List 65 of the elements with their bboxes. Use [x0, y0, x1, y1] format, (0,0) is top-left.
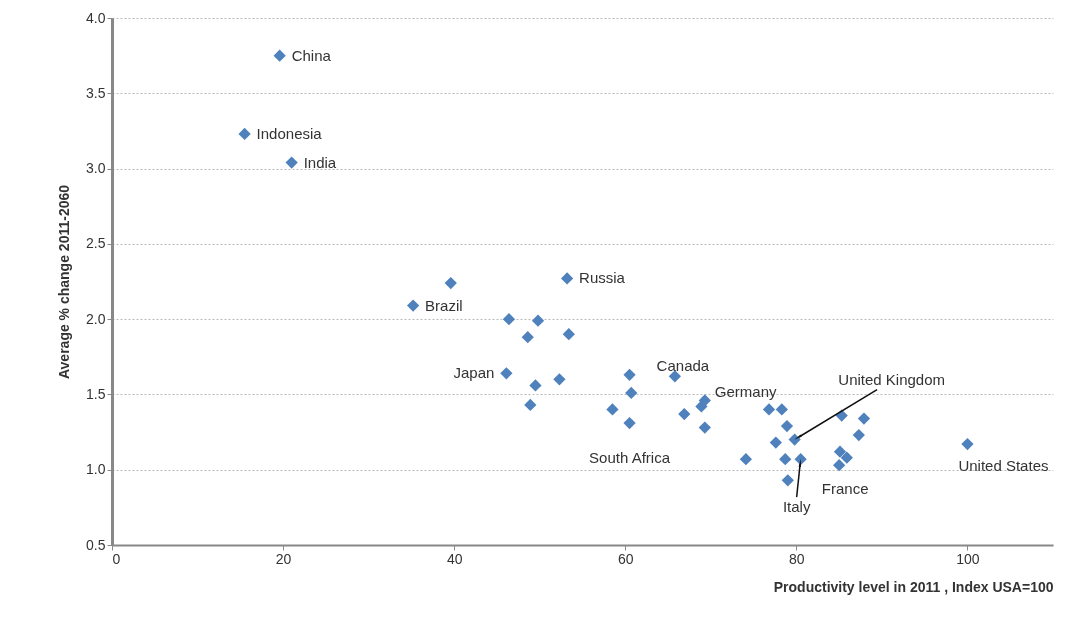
- annotation: India: [303, 153, 337, 171]
- point: [521, 331, 534, 344]
- point: [762, 403, 776, 416]
- x-tick-label: 80: [789, 550, 805, 567]
- point: [840, 451, 853, 464]
- point: [775, 403, 788, 416]
- point: [606, 403, 619, 416]
- point: [833, 445, 847, 458]
- point: [739, 453, 753, 466]
- y-tick-label: 2.0: [86, 310, 106, 327]
- annotation: South Africa: [589, 449, 671, 467]
- point: [502, 313, 516, 326]
- y-tick-label: 0.5: [86, 536, 106, 553]
- annotation: Brazil: [425, 296, 463, 314]
- point: [623, 416, 636, 430]
- point: [779, 453, 792, 466]
- annotation: Italy: [782, 498, 811, 516]
- point: [273, 49, 286, 62]
- point: [625, 386, 638, 400]
- point: [531, 314, 545, 327]
- annotation: United States: [958, 457, 1049, 475]
- point: [500, 367, 513, 380]
- x-tick-label: 20: [275, 550, 292, 567]
- point: [444, 276, 457, 290]
- x-tick-label: 60: [617, 550, 634, 567]
- y-tick-label: 1.0: [86, 461, 106, 478]
- annotation: Russia: [579, 269, 626, 287]
- point: [560, 272, 574, 285]
- y-tick-label: 1.5: [86, 385, 106, 402]
- annotation: Japan: [453, 364, 495, 382]
- point: [833, 459, 846, 472]
- point: [678, 407, 691, 421]
- point: [857, 412, 871, 425]
- annotation: China: [291, 46, 332, 64]
- x-tick-label: 100: [956, 550, 980, 567]
- y-tick-label: 2.5: [86, 235, 106, 252]
- point: [562, 328, 575, 341]
- point: [698, 421, 711, 434]
- point: [788, 433, 801, 446]
- annotation: Canada: [656, 357, 710, 375]
- annotation: France: [821, 480, 869, 498]
- point: [961, 437, 974, 451]
- point: [285, 156, 298, 169]
- point: [407, 299, 420, 312]
- annotation: Indonesia: [256, 124, 323, 142]
- point: [695, 400, 708, 413]
- point: [529, 379, 542, 392]
- y-tick-label: 3.0: [86, 160, 106, 177]
- y-tick-label: 4.0: [86, 9, 106, 26]
- x-tick-label: 40: [446, 550, 463, 567]
- point: [769, 436, 782, 449]
- point: [524, 398, 537, 412]
- x-tick-label: 0: [112, 550, 121, 567]
- point: [668, 370, 682, 383]
- x-axis-title: Productivity level in 2011 , Index USA=100: [773, 578, 1054, 595]
- annotation: Germany: [714, 383, 778, 401]
- point: [238, 127, 251, 141]
- y-tick-label: 3.5: [86, 84, 106, 101]
- y-axis-title: Average % change 2011-2060: [56, 184, 73, 380]
- point: [623, 368, 636, 381]
- point: [553, 373, 566, 386]
- point: [780, 419, 794, 433]
- annotation: United Kingdom: [838, 370, 946, 388]
- point: [852, 428, 865, 442]
- point: [781, 474, 794, 487]
